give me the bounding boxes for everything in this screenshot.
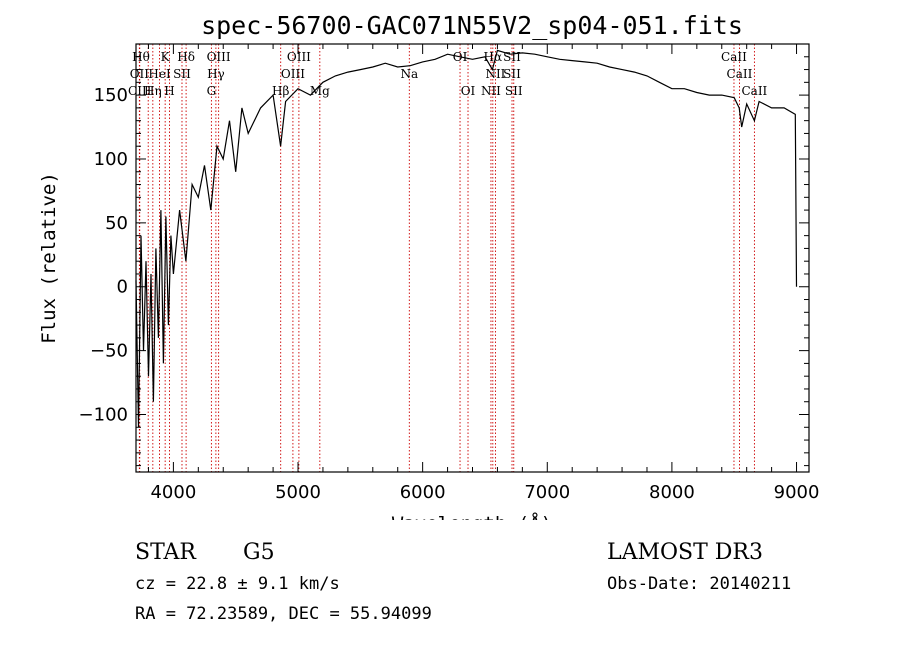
coordinates: RA = 72.23589, DEC = 55.94099 [135, 604, 432, 624]
obs-date: Obs-Date: 20140211 [607, 574, 792, 594]
y-tick-label: −50 [90, 341, 128, 362]
line-label: SII [503, 50, 521, 64]
x-tick-label: 8000 [649, 482, 695, 503]
x-tick-label: 5000 [275, 482, 321, 503]
line-label: OI [461, 84, 476, 98]
line-label: OIII [281, 67, 305, 81]
line-label: Mg [310, 84, 330, 98]
x-tick-label: 9000 [774, 482, 820, 503]
line-label: CIII [128, 84, 152, 98]
line-label: CaII [727, 67, 753, 81]
line-label: OIII [207, 50, 231, 64]
x-tick-label: 7000 [524, 482, 570, 503]
redshift-value: cz = 22.8 ± 9.1 km/s [135, 574, 340, 594]
line-label: OI [453, 50, 468, 64]
line-label: H [164, 84, 174, 98]
chart-title: spec-56700-GAC071N55V2_sp04-051.fits [201, 11, 743, 40]
line-label: OII [130, 67, 150, 81]
line-label: NII [485, 67, 505, 81]
line-label: Hδ [177, 50, 195, 64]
y-ticks: −100 −50 0 50 100 150 [79, 56, 809, 467]
y-tick-label: 100 [94, 149, 128, 170]
line-label: K [161, 50, 171, 64]
line-label: SII [505, 84, 523, 98]
plot-frame [135, 43, 810, 473]
x-tick-label: 6000 [400, 482, 446, 503]
y-tick-label: −100 [79, 405, 128, 426]
line-label: Hα [484, 50, 503, 64]
line-markers [138, 44, 755, 472]
x-axis-label: Wavelength (Å) [392, 512, 552, 520]
line-label: SII [503, 67, 521, 81]
line-label: Hη [144, 84, 162, 98]
line-label: G [207, 84, 217, 98]
x-tick-label: 4000 [150, 482, 196, 503]
x-ticks: 4000 5000 6000 7000 8000 9000 [147, 44, 820, 503]
spectrum-line [135, 49, 798, 428]
line-label: NII [481, 84, 501, 98]
y-tick-label: 0 [117, 277, 128, 298]
y-tick-label: 50 [105, 213, 128, 234]
line-label: OIII [287, 50, 311, 64]
line-label: Hγ [207, 67, 225, 81]
object-subclass: G5 [243, 540, 275, 565]
line-label: CaII [741, 84, 767, 98]
y-axis-label: Flux (relative) [38, 172, 60, 344]
line-label: Hβ [272, 84, 289, 98]
spectrum-chart: spec-56700-GAC071N55V2_sp04-051.fits HθO… [38, 11, 820, 520]
survey-name: LAMOST DR3 [607, 540, 763, 565]
line-label: SII [173, 67, 191, 81]
line-label: Na [400, 67, 418, 81]
y-tick-label: 150 [94, 85, 128, 106]
line-label: CaII [721, 50, 747, 64]
line-label: HeI [148, 67, 171, 81]
object-class: STAR [135, 540, 196, 565]
